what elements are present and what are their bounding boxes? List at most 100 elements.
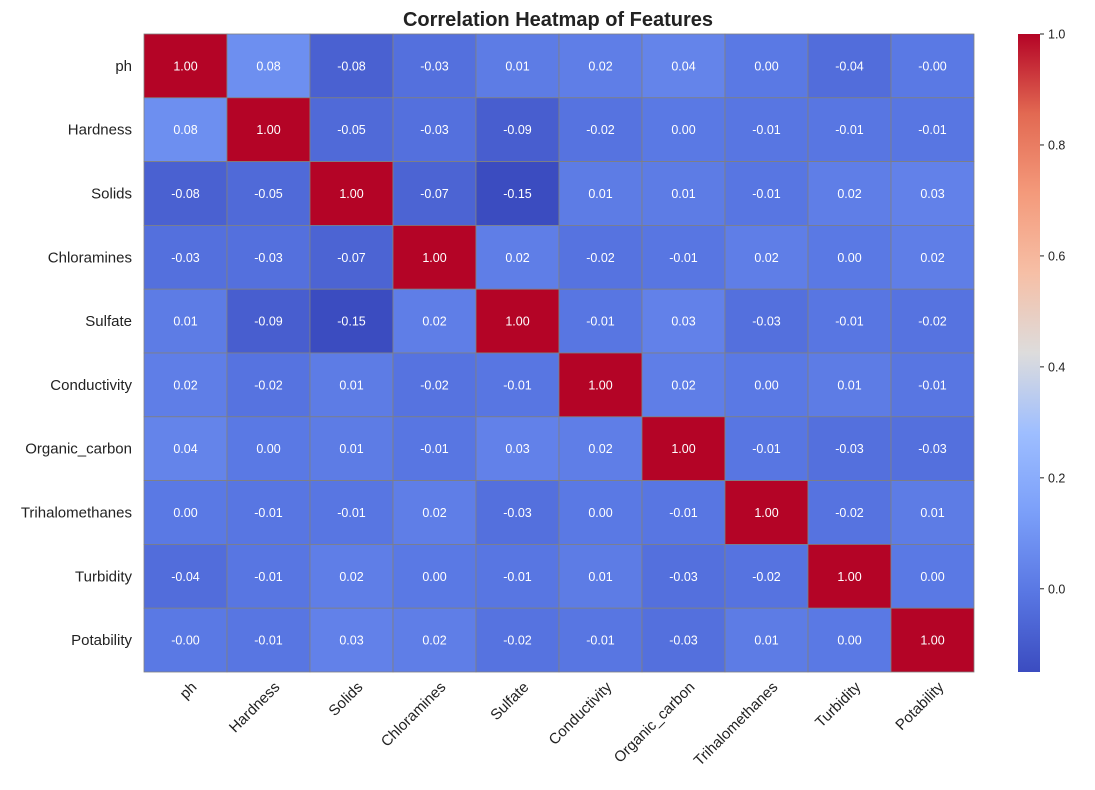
- cell-value-label: 0.00: [837, 251, 861, 265]
- column-label-turbidity: Turbidity: [812, 678, 865, 731]
- cell-value-label: 0.00: [256, 442, 280, 456]
- column-label-sulfate: Sulfate: [487, 679, 532, 724]
- heatmap-cell-turbidity-chloramines: [392, 544, 477, 609]
- cell-value-label: -0.00: [918, 59, 947, 73]
- cell-value-label: -0.03: [669, 634, 698, 648]
- heatmap-cell-trihalomethanes-potability: [890, 480, 975, 545]
- cell-value-label: 0.01: [339, 378, 363, 392]
- cell-value-label: 1.00: [422, 251, 446, 265]
- cell-value-label: -0.01: [918, 123, 947, 137]
- cell-value-label: -0.02: [420, 378, 449, 392]
- cell-value-label: -0.03: [835, 442, 864, 456]
- heatmap-cell-ph-ph: [143, 33, 228, 99]
- row-label-trihalomethanes: Trihalomethanes: [21, 505, 132, 522]
- heatmap-cell-trihalomethanes-chloramines: [392, 480, 477, 545]
- heatmap-cell-solids-turbidity: [807, 161, 892, 226]
- heatmap-cell-solids-solids: [309, 161, 394, 226]
- heatmap-cell-sulfate-solids: [309, 288, 394, 354]
- column-label-solids: Solids: [325, 679, 366, 720]
- heatmap-cell-potability-organic-carbon: [641, 607, 726, 673]
- cell-value-label: 0.03: [920, 187, 944, 201]
- heatmap-cell-turbidity-solids: [309, 544, 394, 609]
- colorbar-tick-label: 0.0: [1048, 582, 1065, 596]
- heatmap-cell-chloramines-conductivity: [558, 224, 643, 290]
- heatmap-cell-trihalomethanes-conductivity: [558, 480, 643, 545]
- heatmap-cell-solids-organic-carbon: [641, 161, 726, 226]
- colorbar: 1.0 0.8 0.6 0.4 0.2 0.0: [1018, 28, 1065, 672]
- cell-value-label: -0.07: [337, 251, 366, 265]
- cell-value-label: -0.08: [171, 187, 200, 201]
- chart-title: Correlation Heatmap of Features: [403, 9, 713, 31]
- cell-value-label: -0.03: [420, 123, 449, 137]
- cell-value-label: 0.03: [671, 315, 695, 329]
- colorbar-gradient: [1018, 34, 1040, 672]
- heatmap-cell-conductivity-chloramines: [392, 352, 477, 418]
- cell-value-label: -0.01: [752, 442, 781, 456]
- heatmap-cells: 1.00 0.08 -0.08 -0.03 0.01 0.02 0.04 0.00 -0.04 -…: [143, 33, 975, 673]
- cell-value-label: -0.04: [835, 59, 864, 73]
- cell-value-label: 0.02: [505, 251, 529, 265]
- heatmap-cell-ph-sulfate: [475, 33, 560, 99]
- cell-value-label: -0.03: [669, 570, 698, 584]
- heatmap-cell-chloramines-sulfate: [475, 224, 560, 290]
- column-label-conductivity: Conductivity: [546, 678, 616, 748]
- cell-value-label: -0.01: [254, 506, 283, 520]
- cell-value-label: -0.01: [503, 378, 532, 392]
- heatmap-cell-trihalomethanes-trihalomethanes: [724, 480, 809, 545]
- cell-value-label: -0.09: [254, 315, 283, 329]
- heatmap-cell-conductivity-conductivity: [558, 352, 643, 418]
- cell-value-label: 0.02: [422, 315, 446, 329]
- cell-value-label: 0.00: [754, 378, 778, 392]
- cell-value-label: -0.01: [337, 506, 366, 520]
- row-label-sulfate: Sulfate: [85, 313, 132, 330]
- cell-value-label: -0.03: [171, 251, 200, 265]
- cell-value-label: 0.00: [754, 59, 778, 73]
- cell-value-label: 0.00: [588, 506, 612, 520]
- row-label-chloramines: Chloramines: [48, 249, 132, 266]
- cell-value-label: -0.05: [337, 123, 366, 137]
- heatmap-cell-ph-trihalomethanes: [724, 33, 809, 99]
- cell-value-label: -0.01: [586, 315, 615, 329]
- heatmap-cell-potability-conductivity: [558, 607, 643, 673]
- heatmap-cell-potability-ph: [143, 607, 228, 673]
- heatmap-cell-potability-hardness: [226, 607, 311, 673]
- heatmap-cell-chloramines-trihalomethanes: [724, 224, 809, 290]
- cell-value-label: 0.04: [173, 442, 197, 456]
- cell-value-label: -0.01: [669, 251, 698, 265]
- cell-value-label: 0.08: [173, 123, 197, 137]
- cell-value-label: -0.03: [503, 506, 532, 520]
- row-label-conductivity: Conductivity: [50, 377, 132, 394]
- cell-value-label: 0.01: [173, 315, 197, 329]
- cell-value-label: -0.03: [254, 251, 283, 265]
- heatmap-cell-turbidity-conductivity: [558, 544, 643, 609]
- cell-value-label: 0.01: [671, 187, 695, 201]
- heatmap-cell-conductivity-solids: [309, 352, 394, 418]
- cell-value-label: 1.00: [588, 378, 612, 392]
- cell-value-label: -0.01: [669, 506, 698, 520]
- heatmap-cell-sulfate-potability: [890, 288, 975, 354]
- cell-value-label: 0.04: [671, 59, 695, 73]
- cell-value-label: -0.02: [254, 378, 283, 392]
- cell-value-label: -0.01: [254, 570, 283, 584]
- heatmap-cell-potability-chloramines: [392, 607, 477, 673]
- cell-value-label: 1.00: [505, 315, 529, 329]
- cell-value-label: -0.01: [420, 442, 449, 456]
- cell-value-label: 0.02: [422, 634, 446, 648]
- cell-value-label: -0.03: [752, 315, 781, 329]
- heatmap-cell-solids-trihalomethanes: [724, 161, 809, 226]
- heatmap-cell-chloramines-ph: [143, 224, 228, 290]
- cell-value-label: 1.00: [671, 442, 695, 456]
- heatmap-cell-conductivity-turbidity: [807, 352, 892, 418]
- cell-value-label: -0.01: [835, 123, 864, 137]
- cell-value-label: -0.01: [918, 378, 947, 392]
- heatmap-cell-trihalomethanes-hardness: [226, 480, 311, 545]
- cell-value-label: 1.00: [339, 187, 363, 201]
- cell-value-label: 0.02: [754, 251, 778, 265]
- colorbar-tick-label: 0.2: [1048, 471, 1065, 485]
- heatmap-cell-chloramines-organic-carbon: [641, 224, 726, 290]
- cell-value-label: 0.00: [422, 570, 446, 584]
- cell-value-label: -0.08: [337, 59, 366, 73]
- heatmap-cell-sulfate-turbidity: [807, 288, 892, 354]
- cell-value-label: 0.02: [339, 570, 363, 584]
- heatmap-cell-conductivity-ph: [143, 352, 228, 418]
